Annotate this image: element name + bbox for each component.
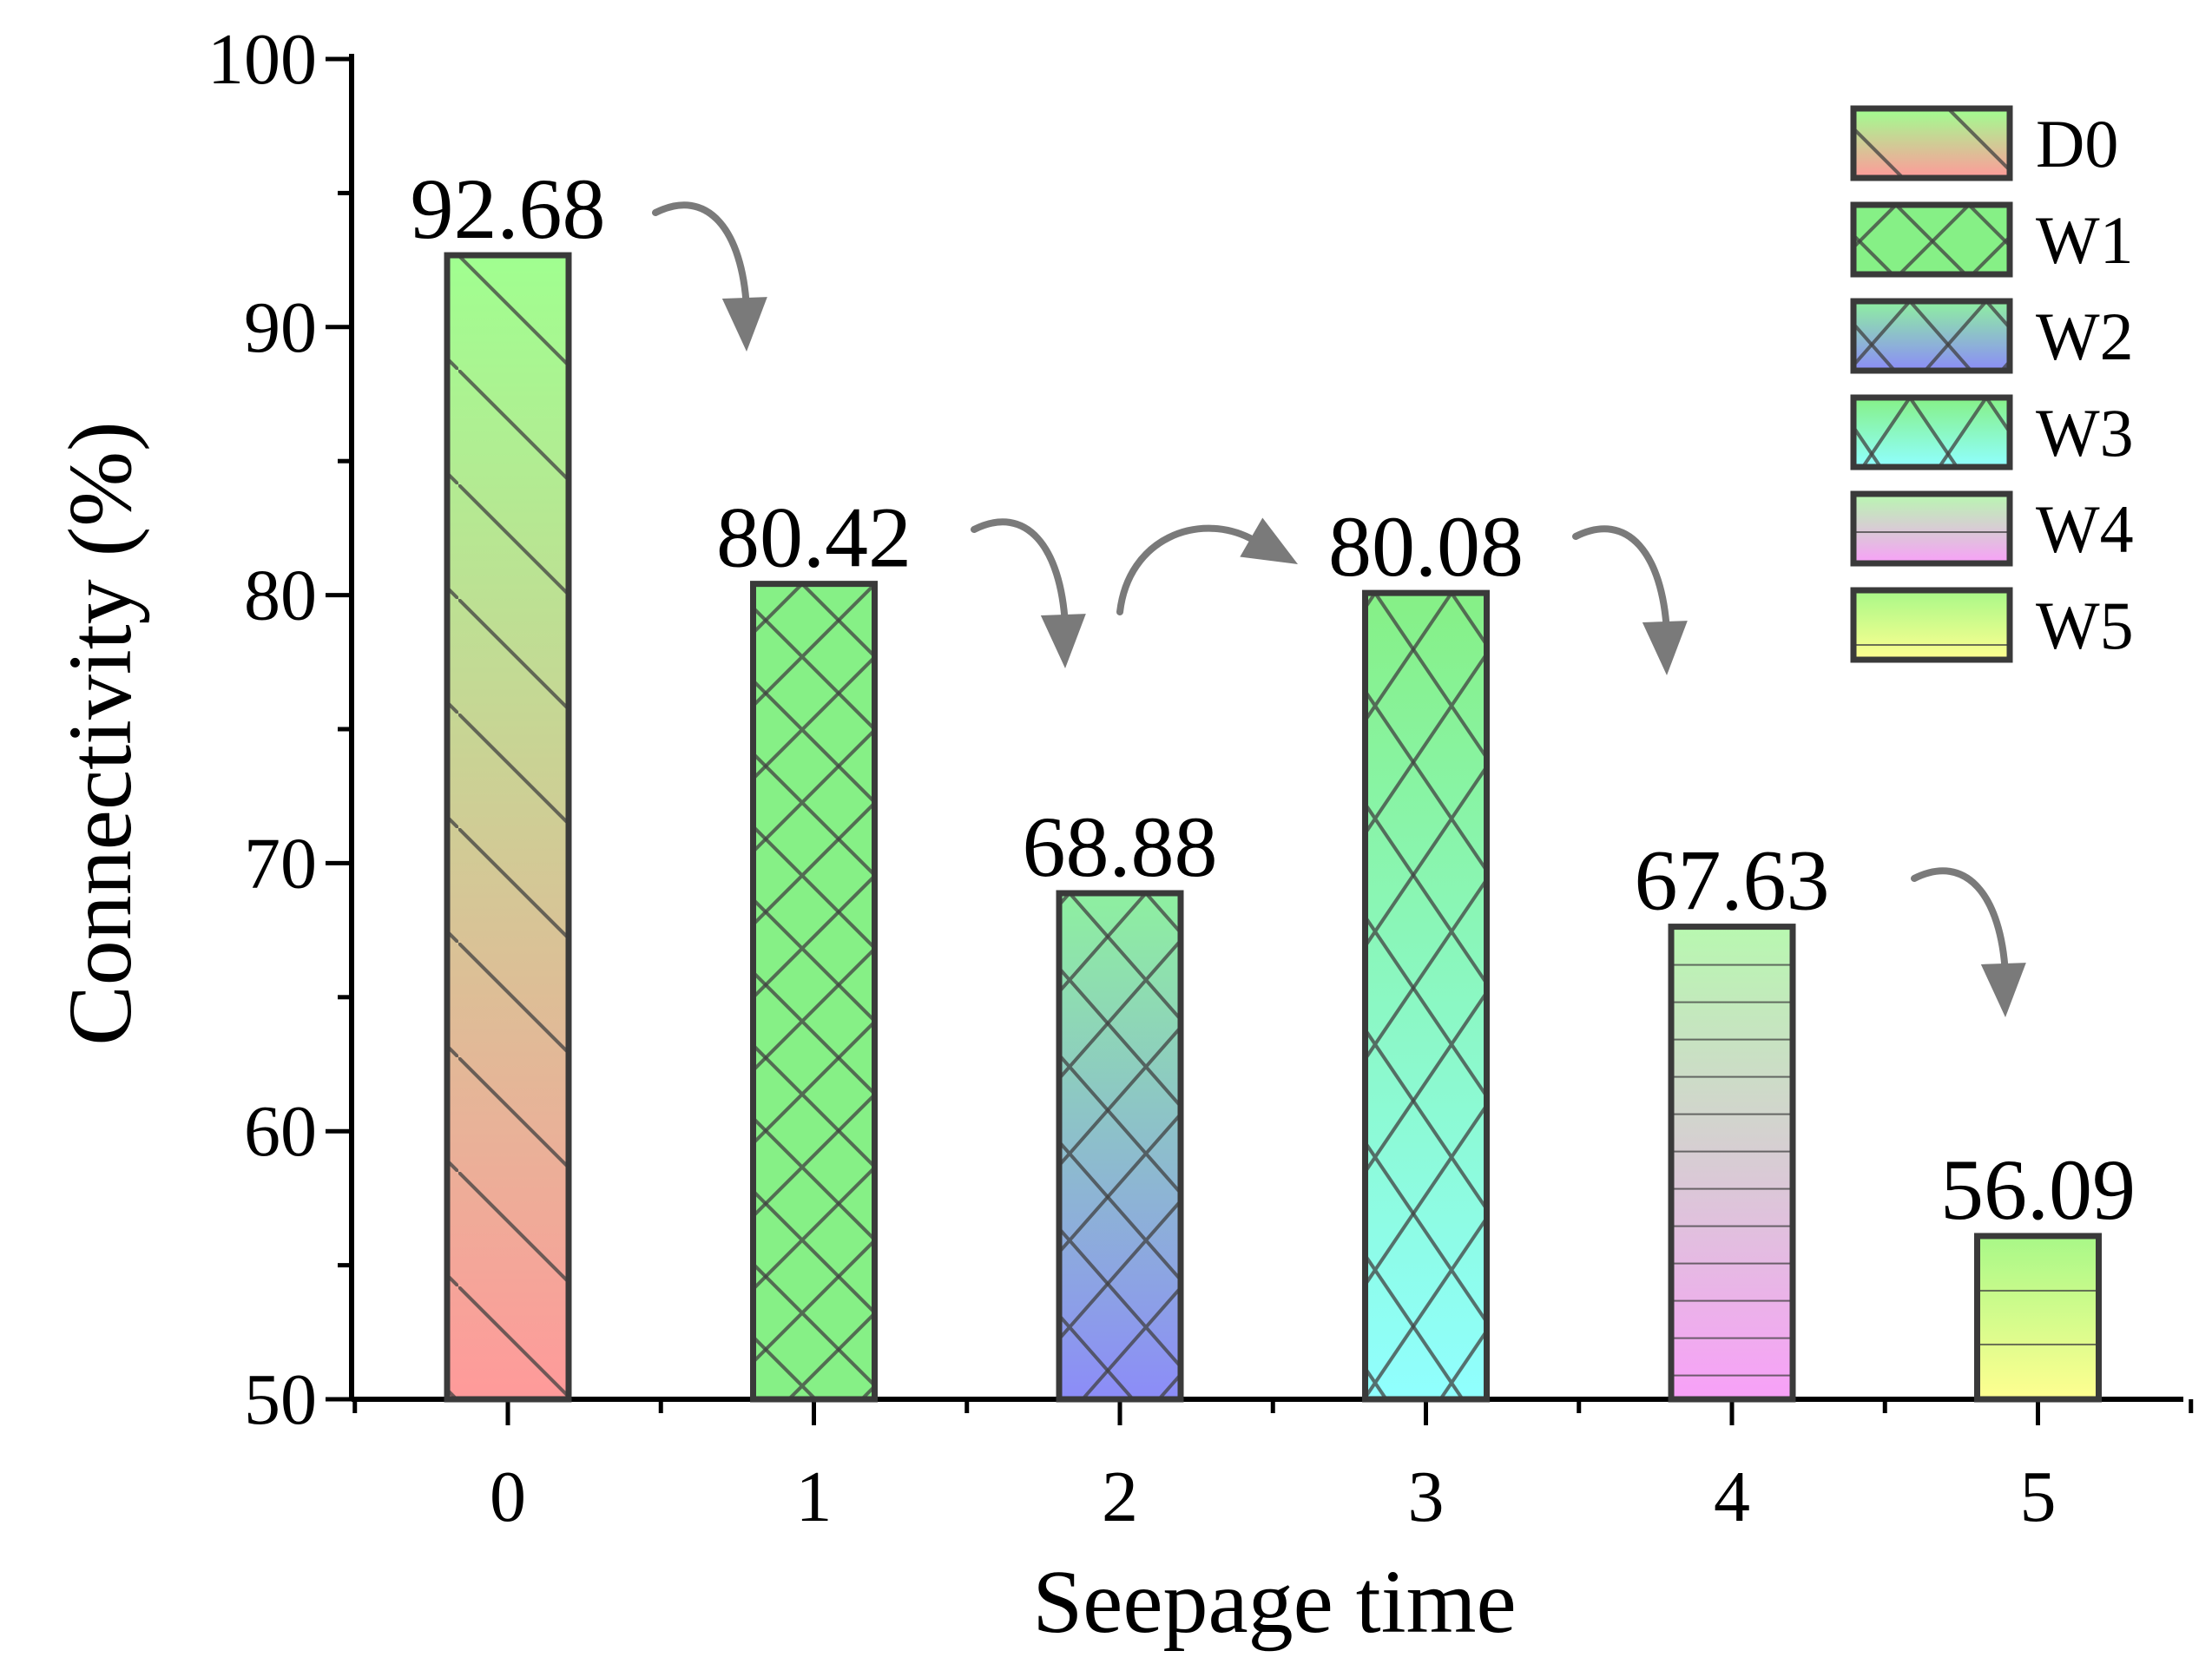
- bar-outline: [1668, 924, 1796, 1403]
- x-axis-title: Seepage time: [1032, 1552, 1516, 1652]
- bar-pattern: [1365, 593, 1487, 1399]
- arrow-curve: [971, 518, 1069, 628]
- y-tick-label: 100: [207, 19, 317, 100]
- y-tick-label: 80: [244, 556, 317, 636]
- bar-pattern: [753, 583, 875, 1399]
- x-tick-label: 2: [1102, 1457, 1138, 1537]
- bar-outline: [1362, 589, 1490, 1403]
- legend-swatch-outline: [1850, 201, 2013, 278]
- bar-W5: [1974, 1233, 2102, 1403]
- x-tick-label: 3: [1408, 1457, 1445, 1537]
- trend-arrow-down: [652, 201, 767, 352]
- legend-swatch-outline: [1850, 587, 2013, 663]
- trend-arrow-down: [1911, 867, 2026, 1017]
- legend-swatch-pattern: [1853, 109, 2010, 178]
- bar-outline: [444, 252, 572, 1403]
- legend-label: W3: [2036, 395, 2134, 470]
- x-tick-label: 1: [796, 1457, 833, 1537]
- legend-swatch-outline: [1850, 394, 2013, 470]
- legend-item-W5: W5: [1850, 587, 2134, 663]
- arrow-head: [1642, 621, 1688, 675]
- legend-swatch-pattern: [1853, 205, 2010, 274]
- bar-value-label: 67.63: [1635, 832, 1830, 929]
- legend-swatch-outline: [1850, 298, 2013, 374]
- legend-label: W4: [2036, 491, 2134, 567]
- bar-value-label: 80.42: [716, 490, 912, 586]
- y-tick-label: 50: [244, 1359, 317, 1440]
- axes: 50 60 70 80 90 100 0 1 2 3 4 5: [207, 19, 2194, 1537]
- trend-arrow-down: [971, 518, 1086, 668]
- arrow-head: [1980, 963, 2026, 1017]
- legend-item-W4: W4: [1850, 490, 2134, 567]
- trend-arrow-up: [1116, 517, 1298, 615]
- legend-swatch-pattern: [1853, 494, 2010, 563]
- trend-arrow-down: [1572, 525, 1688, 675]
- bar-W4: [1668, 924, 1796, 1403]
- bar-pattern: [1671, 926, 1793, 1399]
- y-tick-label: 60: [244, 1091, 317, 1172]
- bar-value-label: 56.09: [1940, 1141, 2136, 1238]
- bar-value-label: 92.68: [411, 161, 606, 257]
- bar-W3: [1362, 589, 1490, 1403]
- bars-group: 92.68 80.42 68.88 80.08 67.63 56.09: [411, 161, 2136, 1403]
- legend-swatch-outline: [1850, 490, 2013, 567]
- arrow-head: [721, 297, 767, 352]
- legend-item-W2: W2: [1850, 298, 2134, 374]
- x-tick-label: 5: [2020, 1457, 2057, 1537]
- arrow-head: [1040, 614, 1086, 668]
- x-tick-label: 4: [1714, 1457, 1750, 1537]
- arrow-curve: [1116, 524, 1254, 615]
- bar-outline: [1974, 1233, 2102, 1403]
- bar-value-label: 68.88: [1023, 799, 1218, 895]
- bar-W1: [750, 581, 878, 1403]
- bar-value-label: 80.08: [1328, 498, 1524, 595]
- bar-D0: [444, 252, 572, 1403]
- bar-outline: [1056, 890, 1184, 1403]
- legend: D0 W1 W2 W3 W4 W5: [1850, 105, 2134, 663]
- arrow-curve: [1572, 525, 1670, 635]
- legend-label: W2: [2036, 299, 2134, 374]
- legend-swatch-pattern: [1853, 590, 2010, 660]
- legend-label: W5: [2036, 588, 2134, 663]
- x-tick-label: 0: [490, 1457, 526, 1537]
- legend-item-D0: D0: [1850, 105, 2118, 181]
- bar-pattern: [1059, 892, 1181, 1399]
- legend-item-W3: W3: [1850, 394, 2134, 470]
- arrow-curve: [652, 201, 750, 312]
- y-tick-label: 90: [244, 287, 317, 368]
- legend-label: D0: [2036, 106, 2118, 181]
- bar-outline: [750, 581, 878, 1403]
- arrow-head: [1240, 517, 1298, 564]
- legend-label: W1: [2036, 202, 2134, 278]
- trend-arrows: [652, 201, 2026, 1017]
- legend-swatch-pattern: [1853, 398, 2010, 467]
- bar-pattern: [1977, 1235, 2099, 1399]
- arrow-curve: [1911, 867, 2009, 977]
- legend-swatch-outline: [1850, 105, 2013, 181]
- y-tick-label: 70: [244, 823, 317, 904]
- y-axis-title: Connectivity (%): [50, 421, 150, 1045]
- bar-pattern: [447, 255, 569, 1399]
- legend-swatch-pattern: [1853, 301, 2010, 371]
- bar-W2: [1056, 890, 1184, 1403]
- legend-item-W1: W1: [1850, 201, 2134, 278]
